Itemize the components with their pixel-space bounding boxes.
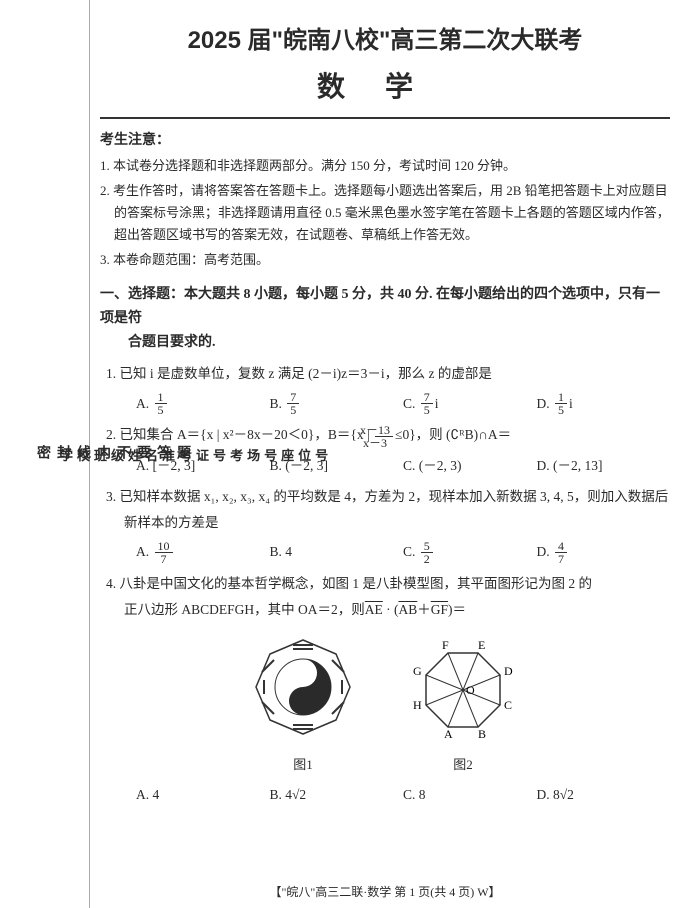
- q4-figures: 图1 A B C D E F: [106, 632, 670, 777]
- option-d: D. (－2, 13]: [537, 453, 671, 479]
- svg-text:G: G: [413, 664, 422, 678]
- option-c: C. (－2, 3): [403, 453, 537, 479]
- svg-text:B: B: [478, 727, 486, 741]
- svg-text:O: O: [466, 683, 475, 697]
- q4-text2: 正八边形 ABCDEFGH，其中 OA＝2，则AE · (AB＋GF)＝: [124, 597, 670, 623]
- svg-text:C: C: [504, 698, 512, 712]
- question-2: 2. 已知集合 A＝{x | x²－8x－20＜0}，B＝{x | x－13x－…: [106, 422, 670, 478]
- seal-char: 封: [52, 445, 72, 463]
- q2-text: 2. 已知集合 A＝{x | x²－8x－20＜0}，B＝{x | x－13x－…: [124, 422, 670, 448]
- svg-text:H: H: [413, 698, 422, 712]
- main-content: 2025 届"皖南八校"高三第二次大联考 数学 考生注意： 1. 本试卷分选择题…: [100, 20, 670, 807]
- subject-title: 数学: [100, 65, 670, 105]
- page-footer: 【"皖八"高三二联·数学 第 1 页(共 4 页) W】: [100, 883, 670, 900]
- octagon-icon: A B C D E F G H O: [398, 632, 528, 742]
- notice-item: 1. 本试卷分选择题和非选择题两部分。满分 150 分，考试时间 120 分钟。: [114, 155, 670, 177]
- fig2-label: 图2: [398, 753, 528, 778]
- seal-char: 线: [72, 445, 92, 463]
- q1-text: 1. 已知 i 是虚数单位，复数 z 满足 (2－i)z＝3－i，那么 z 的虚…: [124, 361, 670, 387]
- q3-options: A. 107 B. 4 C. 52 D. 47: [136, 539, 670, 565]
- exam-title: 2025 届"皖南八校"高三第二次大联考: [100, 20, 670, 55]
- option-d: D. 8√2: [537, 782, 671, 808]
- q3-text1: 3. 已知样本数据 x₁, x₂, x₃, x₄ 的平均数是 4，方差为 2，现…: [124, 484, 670, 510]
- svg-text:E: E: [478, 638, 485, 652]
- option-a: A. 107: [136, 539, 270, 565]
- section-text-cont: 合题目要求的.: [128, 335, 216, 350]
- question-3: 3. 已知样本数据 x₁, x₂, x₃, x₄ 的平均数是 4，方差为 2，现…: [106, 484, 670, 565]
- notice-item: 2. 考生作答时，请将答案答在答题卡上。选择题每小题选出答案后，用 2B 铅笔把…: [114, 180, 670, 246]
- q2-options: A. [－2, 3] B. (－2, 3] C. (－2, 3) D. (－2,…: [136, 453, 670, 479]
- bagua-icon: [248, 632, 358, 742]
- option-c: C. 52: [403, 539, 537, 565]
- question-1: 1. 已知 i 是虚数单位，复数 z 满足 (2－i)z＝3－i，那么 z 的虚…: [106, 361, 670, 416]
- section-heading: 一、选择题：本大题共 8 小题，每小题 5 分，共 40 分. 在每小题给出的四…: [100, 283, 670, 354]
- option-c: C. 75i: [403, 391, 537, 417]
- option-a: A. 4: [136, 782, 270, 808]
- binding-sidebar: 座位号 考场号 准考证号 姓名 班级 学校 题 答 要 不 内 线 封 密: [0, 0, 90, 908]
- option-b: B. 4√2: [270, 782, 404, 808]
- svg-text:F: F: [442, 638, 449, 652]
- option-a: A. [－2, 3]: [136, 453, 270, 479]
- figure-2: A B C D E F G H O 图2: [398, 632, 528, 777]
- notice-item: 3. 本卷命题范围：高考范围。: [114, 249, 670, 271]
- question-4: 4. 八卦是中国文化的基本哲学概念，如图 1 是八卦模型图，其平面图形记为图 2…: [106, 571, 670, 807]
- option-d: D. 47: [537, 539, 671, 565]
- option-d: D. 15i: [537, 391, 671, 417]
- notice-heading: 考生注意：: [100, 129, 670, 149]
- option-c: C. 8: [403, 782, 537, 808]
- option-b: B. (－2, 3]: [270, 453, 404, 479]
- seal-char: 密: [32, 445, 52, 463]
- svg-text:D: D: [504, 664, 513, 678]
- svg-text:A: A: [444, 727, 453, 741]
- q4-text1: 4. 八卦是中国文化的基本哲学概念，如图 1 是八卦模型图，其平面图形记为图 2…: [124, 571, 670, 597]
- option-b: B. 4: [270, 539, 404, 565]
- q1-options: A. 15 B. 75 C. 75i D. 15i: [136, 391, 670, 417]
- q4-options: A. 4 B. 4√2 C. 8 D. 8√2: [136, 782, 670, 808]
- q3-text2: 新样本的方差是: [124, 510, 670, 536]
- option-a: A. 15: [136, 391, 270, 417]
- divider: [100, 117, 670, 119]
- figure-1: 图1: [248, 632, 358, 777]
- section-text: 一、选择题：本大题共 8 小题，每小题 5 分，共 40 分. 在每小题给出的四…: [100, 287, 660, 326]
- fig1-label: 图1: [248, 753, 358, 778]
- option-b: B. 75: [270, 391, 404, 417]
